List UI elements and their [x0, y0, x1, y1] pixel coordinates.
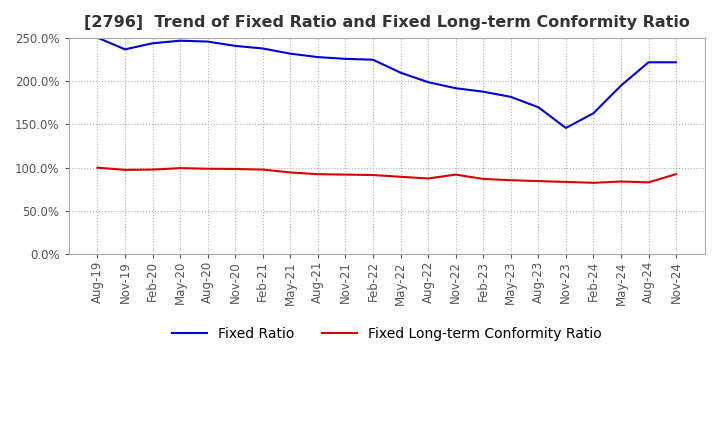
Fixed Long-term Conformity Ratio: [121, 167, 130, 172]
Fixed Ratio: [589, 110, 598, 116]
Fixed Ratio: [396, 70, 405, 75]
Fixed Ratio: [258, 46, 267, 51]
Line: Fixed Long-term Conformity Ratio: Fixed Long-term Conformity Ratio: [97, 168, 676, 183]
Fixed Long-term Conformity Ratio: [396, 174, 405, 180]
Fixed Ratio: [93, 35, 102, 40]
Fixed Long-term Conformity Ratio: [176, 165, 184, 171]
Fixed Ratio: [176, 38, 184, 44]
Fixed Ratio: [341, 56, 350, 62]
Fixed Long-term Conformity Ratio: [203, 166, 212, 171]
Fixed Ratio: [672, 60, 680, 65]
Fixed Ratio: [534, 105, 543, 110]
Fixed Ratio: [369, 57, 377, 62]
Fixed Ratio: [121, 47, 130, 52]
Fixed Long-term Conformity Ratio: [672, 172, 680, 177]
Fixed Long-term Conformity Ratio: [258, 167, 267, 172]
Fixed Ratio: [616, 83, 625, 88]
Fixed Long-term Conformity Ratio: [424, 176, 433, 181]
Fixed Long-term Conformity Ratio: [589, 180, 598, 185]
Fixed Ratio: [231, 43, 240, 48]
Fixed Long-term Conformity Ratio: [534, 179, 543, 184]
Fixed Long-term Conformity Ratio: [314, 172, 323, 177]
Title: [2796]  Trend of Fixed Ratio and Fixed Long-term Conformity Ratio: [2796] Trend of Fixed Ratio and Fixed Lo…: [84, 15, 690, 30]
Fixed Ratio: [506, 94, 515, 99]
Fixed Long-term Conformity Ratio: [148, 167, 157, 172]
Fixed Ratio: [644, 60, 653, 65]
Fixed Long-term Conformity Ratio: [644, 180, 653, 185]
Fixed Ratio: [562, 125, 570, 131]
Fixed Long-term Conformity Ratio: [341, 172, 350, 177]
Line: Fixed Ratio: Fixed Ratio: [97, 38, 676, 128]
Legend: Fixed Ratio, Fixed Long-term Conformity Ratio: Fixed Ratio, Fixed Long-term Conformity …: [166, 322, 607, 347]
Fixed Ratio: [424, 80, 433, 85]
Fixed Long-term Conformity Ratio: [369, 172, 377, 178]
Fixed Long-term Conformity Ratio: [616, 179, 625, 184]
Fixed Ratio: [148, 40, 157, 46]
Fixed Long-term Conformity Ratio: [506, 178, 515, 183]
Fixed Ratio: [314, 55, 323, 60]
Fixed Long-term Conformity Ratio: [479, 176, 487, 182]
Fixed Long-term Conformity Ratio: [286, 170, 294, 175]
Fixed Ratio: [451, 85, 460, 91]
Fixed Long-term Conformity Ratio: [93, 165, 102, 170]
Fixed Long-term Conformity Ratio: [451, 172, 460, 177]
Fixed Ratio: [203, 39, 212, 44]
Fixed Long-term Conformity Ratio: [231, 166, 240, 172]
Fixed Long-term Conformity Ratio: [562, 180, 570, 185]
Fixed Ratio: [286, 51, 294, 56]
Fixed Ratio: [479, 89, 487, 94]
